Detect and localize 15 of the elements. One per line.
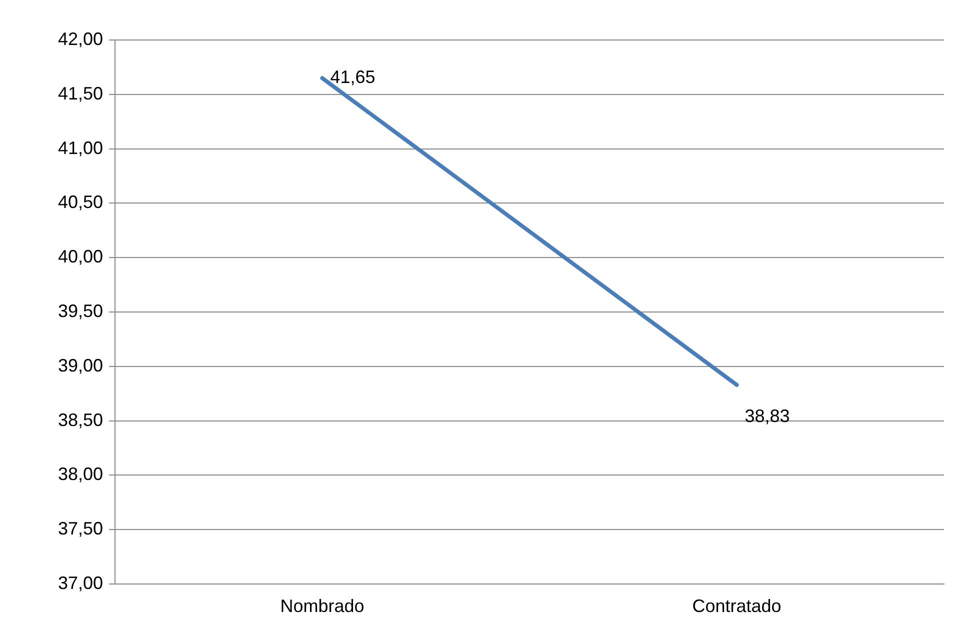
y-tick-label: 40,50 (58, 192, 103, 212)
y-tick-label: 42,00 (58, 28, 103, 49)
data-label: 38,83 (744, 406, 790, 426)
y-tick-label: 38,50 (58, 410, 103, 430)
y-tick-label: 39,00 (58, 355, 103, 376)
y-tick-label: 41,00 (58, 138, 103, 158)
x-tick-label: Nombrado (280, 596, 364, 616)
x-tick-label: Contratado (692, 596, 782, 616)
y-tick-label: 40,00 (58, 246, 103, 267)
data-label: 41,65 (330, 67, 376, 88)
y-tick-label: 37,00 (58, 572, 103, 593)
y-tick-label: 38,00 (58, 464, 103, 484)
y-tick-label: 39,50 (58, 300, 103, 321)
y-tick-label: 37,50 (58, 518, 103, 539)
y-tick-label: 41,50 (58, 83, 103, 104)
